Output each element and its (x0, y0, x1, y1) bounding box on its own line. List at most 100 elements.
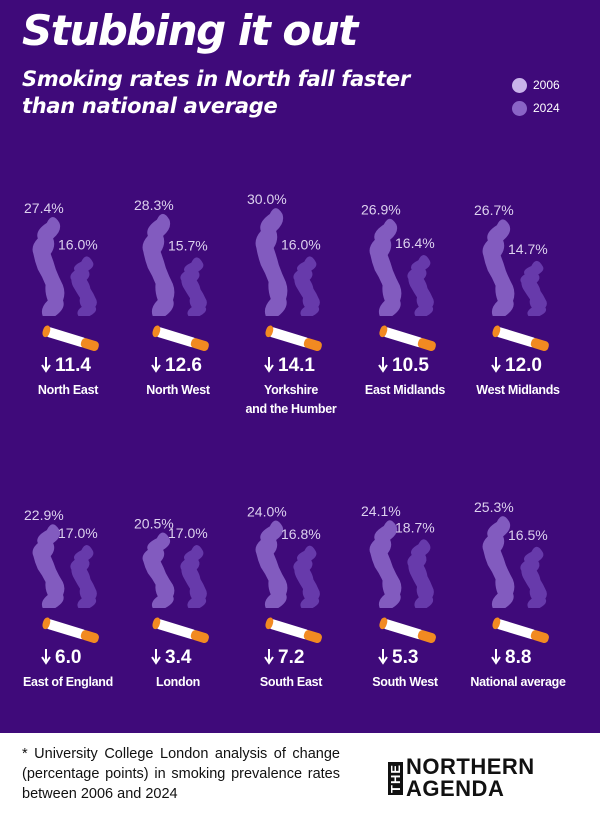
logo-prefix: THE (388, 761, 403, 795)
cigarette-icon (265, 325, 322, 352)
down-arrow-icon (264, 357, 274, 373)
cigarette-paper (494, 619, 538, 640)
region-label: East of England (23, 675, 113, 689)
smoke-2024 (70, 545, 97, 608)
value-label-2024: 16.4% (395, 235, 435, 251)
change-value: 10.5 (392, 355, 429, 376)
cigarette-icon (152, 617, 209, 644)
value-label-2006: 28.3% (134, 197, 174, 213)
change-value: 8.8 (505, 647, 531, 668)
legend-label-2024: 2024 (533, 101, 560, 115)
smoke-2006 (369, 520, 402, 608)
legend-swatch-2006 (512, 77, 527, 93)
smoke-2006 (32, 524, 65, 608)
legend-swatch-2024 (512, 100, 527, 116)
change-value: 14.1 (278, 355, 315, 376)
smoke-2024 (180, 257, 207, 316)
region-label: East Midlands (365, 383, 445, 397)
footnote: * University College London analysis of … (22, 746, 340, 802)
value-label-2024: 17.0% (58, 525, 98, 541)
cigarette-ember (265, 617, 274, 630)
smoke-2006 (255, 520, 288, 608)
change-value: 5.3 (392, 647, 418, 668)
smoke-2006 (255, 208, 288, 316)
change-value: 12.6 (165, 355, 202, 376)
region-label: North East (38, 383, 99, 397)
cigarette-paper (494, 327, 538, 348)
cigarette-ember (42, 617, 51, 630)
value-label-2024: 16.5% (508, 527, 548, 543)
region-label: South West (372, 675, 439, 689)
smoke-2024 (520, 260, 547, 316)
down-arrow-icon (378, 649, 388, 665)
value-label-2006: 25.3% (474, 499, 514, 515)
value-label-2024: 16.8% (281, 526, 321, 542)
region-label: London (156, 675, 200, 689)
change-value: 12.0 (505, 355, 542, 376)
cigarette-filter (190, 630, 209, 644)
cigarette-icon (379, 617, 436, 644)
cigarette-icon (379, 325, 436, 352)
cigarette-filter (530, 338, 549, 352)
value-label-2024: 14.7% (508, 241, 548, 257)
region-label: South East (260, 675, 323, 689)
smoke-2006 (482, 219, 515, 316)
cigarette-ember (492, 617, 501, 630)
chart-subtitle: Smoking rates in North fall faster than … (22, 67, 410, 118)
cigarette-paper (44, 327, 88, 348)
cigarette-paper (44, 619, 88, 640)
smoke-2024 (293, 545, 320, 608)
smoke-2024 (520, 546, 547, 608)
cigarette-paper (381, 619, 425, 640)
change-value: 7.2 (278, 647, 304, 668)
cigarette-ember (42, 325, 51, 338)
chart-title: Stubbing it out (22, 6, 358, 55)
smoke-2006 (482, 516, 515, 608)
value-label-2024: 15.7% (168, 238, 208, 254)
smoke-2024 (180, 545, 207, 608)
cigarette-filter (190, 338, 209, 352)
cigarette-ember (379, 617, 388, 630)
cigarette-icon (492, 325, 549, 352)
cigarette-paper (381, 327, 425, 348)
cigarette-ember (492, 325, 501, 338)
value-label-2024: 16.0% (281, 237, 321, 253)
cigarette-icon (152, 325, 209, 352)
change-value: 3.4 (165, 647, 192, 668)
legend-label-2006: 2006 (533, 78, 560, 92)
down-arrow-icon (378, 357, 388, 373)
region-label: North West (146, 383, 211, 397)
cigarette-ember (379, 325, 388, 338)
smoke-2006 (369, 218, 402, 316)
value-label-2006: 30.0% (247, 191, 287, 207)
cigarette-filter (417, 338, 436, 352)
value-label-2024: 16.0% (58, 237, 98, 253)
smoke-2024 (407, 539, 434, 608)
cigarette-filter (417, 630, 436, 644)
cigarette-filter (303, 338, 322, 352)
down-arrow-icon (151, 649, 161, 665)
region-label: Yorkshire and the Humber (246, 383, 337, 416)
cigarette-filter (80, 630, 99, 644)
cigarette-paper (267, 619, 311, 640)
cigarette-ember (152, 617, 161, 630)
cigarette-filter (80, 338, 99, 352)
region-label: National average (470, 675, 566, 689)
value-label-2006: 24.0% (247, 503, 287, 519)
cigarette-ember (265, 325, 274, 338)
cigarette-paper (267, 327, 311, 348)
cigarette-icon (265, 617, 322, 644)
logo-line-1: NORTHERN (406, 754, 535, 779)
cigarette-paper (154, 327, 198, 348)
down-arrow-icon (491, 357, 501, 373)
value-label-2006: 20.5% (134, 515, 174, 531)
cigarette-icon (42, 325, 99, 352)
value-label-2006: 26.7% (474, 202, 514, 218)
smoke-2024 (293, 256, 320, 316)
down-arrow-icon (264, 649, 274, 665)
down-arrow-icon (151, 357, 161, 373)
smoke-2024 (70, 256, 97, 316)
value-label-2006: 27.4% (24, 200, 64, 216)
smoke-2024 (407, 255, 434, 316)
down-arrow-icon (41, 649, 51, 665)
